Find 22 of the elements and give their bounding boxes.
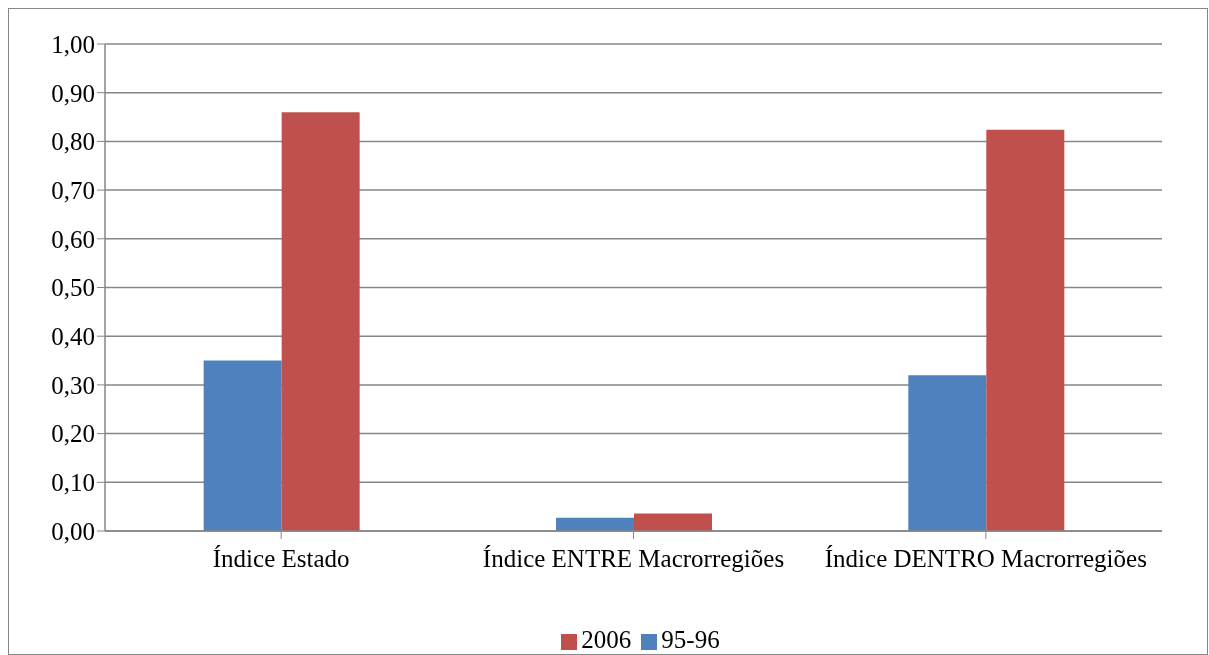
y-tick-label: 0,10 [51, 469, 95, 497]
legend-label: 2006 [581, 626, 632, 653]
bar [281, 112, 360, 531]
x-tick-label: Índice Estado [212, 544, 350, 572]
x-tick-label: Índice ENTRE Macrorregiões [482, 544, 785, 572]
y-tick-label: 0,50 [51, 274, 95, 302]
y-tick-label: 0,90 [51, 79, 95, 107]
y-tick-label: 0,20 [51, 420, 95, 448]
y-tick-label: 0,30 [51, 371, 95, 399]
y-tick-label: 1,00 [51, 30, 95, 58]
bar [203, 360, 282, 531]
bar [555, 517, 634, 531]
bar [986, 129, 1065, 531]
y-tick-label: 0,40 [51, 323, 95, 351]
y-tick-label: 0,60 [51, 225, 95, 253]
y-tick-label: 0,00 [51, 517, 95, 545]
x-tick-label: Índice DENTRO Macrorregiões [824, 544, 1147, 572]
y-tick-label: 0,70 [51, 176, 95, 204]
bar [633, 513, 712, 531]
legend-label: 95-96 [661, 626, 720, 653]
bar [908, 375, 987, 531]
y-tick-label: 0,80 [51, 128, 95, 156]
